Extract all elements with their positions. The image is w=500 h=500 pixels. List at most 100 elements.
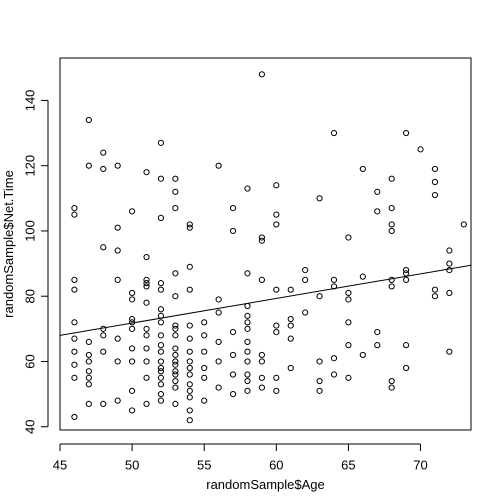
data-point xyxy=(186,348,193,355)
data-point xyxy=(244,312,251,319)
data-point xyxy=(302,276,309,283)
data-point xyxy=(143,374,150,381)
regression-line xyxy=(59,264,472,336)
data-point xyxy=(201,332,208,339)
data-point xyxy=(85,162,92,169)
data-point xyxy=(100,332,107,339)
data-point xyxy=(129,208,136,215)
data-point xyxy=(143,345,150,352)
data-point xyxy=(359,273,366,280)
x-tick-label: 50 xyxy=(125,458,139,473)
data-point xyxy=(114,335,121,342)
data-point xyxy=(172,368,179,375)
data-point xyxy=(172,358,179,365)
data-point xyxy=(201,374,208,381)
data-point xyxy=(273,322,280,329)
y-tick-label: 120 xyxy=(22,155,37,177)
data-point xyxy=(201,319,208,326)
data-point xyxy=(258,234,265,241)
data-point xyxy=(229,227,237,235)
data-point xyxy=(388,175,395,182)
data-point xyxy=(71,413,78,421)
data-point xyxy=(302,309,309,316)
data-point xyxy=(273,286,280,293)
data-point xyxy=(186,417,193,424)
data-point xyxy=(157,358,165,365)
data-point xyxy=(431,191,439,199)
data-point xyxy=(330,129,338,137)
data-point xyxy=(446,247,453,254)
data-point xyxy=(374,188,381,195)
data-point xyxy=(186,358,193,365)
data-point xyxy=(388,276,395,283)
data-point xyxy=(143,299,150,306)
data-point xyxy=(403,364,410,372)
data-point xyxy=(186,381,193,388)
data-point xyxy=(244,377,251,385)
data-point xyxy=(85,338,92,345)
data-point xyxy=(71,286,78,293)
data-point xyxy=(85,400,92,407)
data-point xyxy=(172,384,179,391)
data-point xyxy=(273,329,280,336)
data-point xyxy=(157,280,165,287)
data-point xyxy=(129,345,136,352)
data-point xyxy=(172,293,179,300)
data-point xyxy=(244,387,251,394)
data-point xyxy=(143,325,150,332)
data-point xyxy=(403,342,410,349)
data-point xyxy=(71,205,78,212)
data-point xyxy=(172,188,179,195)
data-point xyxy=(71,348,78,355)
data-point xyxy=(345,374,352,381)
data-point xyxy=(446,289,453,297)
data-point xyxy=(330,355,338,362)
data-point xyxy=(114,276,121,283)
data-point xyxy=(287,322,294,329)
data-point xyxy=(215,296,222,303)
x-tick-label: 65 xyxy=(341,458,355,473)
data-point xyxy=(143,253,150,261)
data-point xyxy=(114,224,121,231)
data-point xyxy=(258,276,265,283)
data-point xyxy=(359,165,366,173)
data-point xyxy=(273,221,280,228)
data-point xyxy=(172,325,179,332)
data-point xyxy=(388,205,395,212)
y-tick-label: 40 xyxy=(22,420,37,434)
data-point xyxy=(186,364,193,372)
data-point xyxy=(258,358,265,365)
data-point xyxy=(316,387,323,394)
data-point xyxy=(114,358,121,365)
y-tick-label: 140 xyxy=(22,90,37,112)
data-point xyxy=(374,329,381,336)
data-point xyxy=(244,348,251,355)
data-point xyxy=(345,319,352,326)
data-point xyxy=(71,335,78,342)
data-point xyxy=(258,384,265,391)
data-point xyxy=(172,400,179,407)
data-point xyxy=(143,276,150,283)
data-point xyxy=(100,149,107,156)
data-point xyxy=(388,221,395,228)
data-point xyxy=(157,374,165,381)
data-point xyxy=(157,319,165,326)
data-point xyxy=(129,315,136,323)
data-point xyxy=(244,270,251,277)
data-point xyxy=(446,348,453,355)
data-point xyxy=(273,374,280,381)
data-point xyxy=(215,358,222,365)
data-point xyxy=(100,165,107,173)
data-point xyxy=(85,351,92,359)
data-point xyxy=(258,237,265,244)
data-point xyxy=(129,387,136,394)
data-point xyxy=(129,407,136,414)
data-point xyxy=(157,214,165,221)
y-tick-label: 80 xyxy=(22,289,37,303)
data-point xyxy=(114,162,121,169)
data-point xyxy=(244,338,251,345)
data-point xyxy=(186,387,193,394)
data-point xyxy=(157,364,165,372)
x-axis-title: randomSample$Age xyxy=(206,477,325,492)
